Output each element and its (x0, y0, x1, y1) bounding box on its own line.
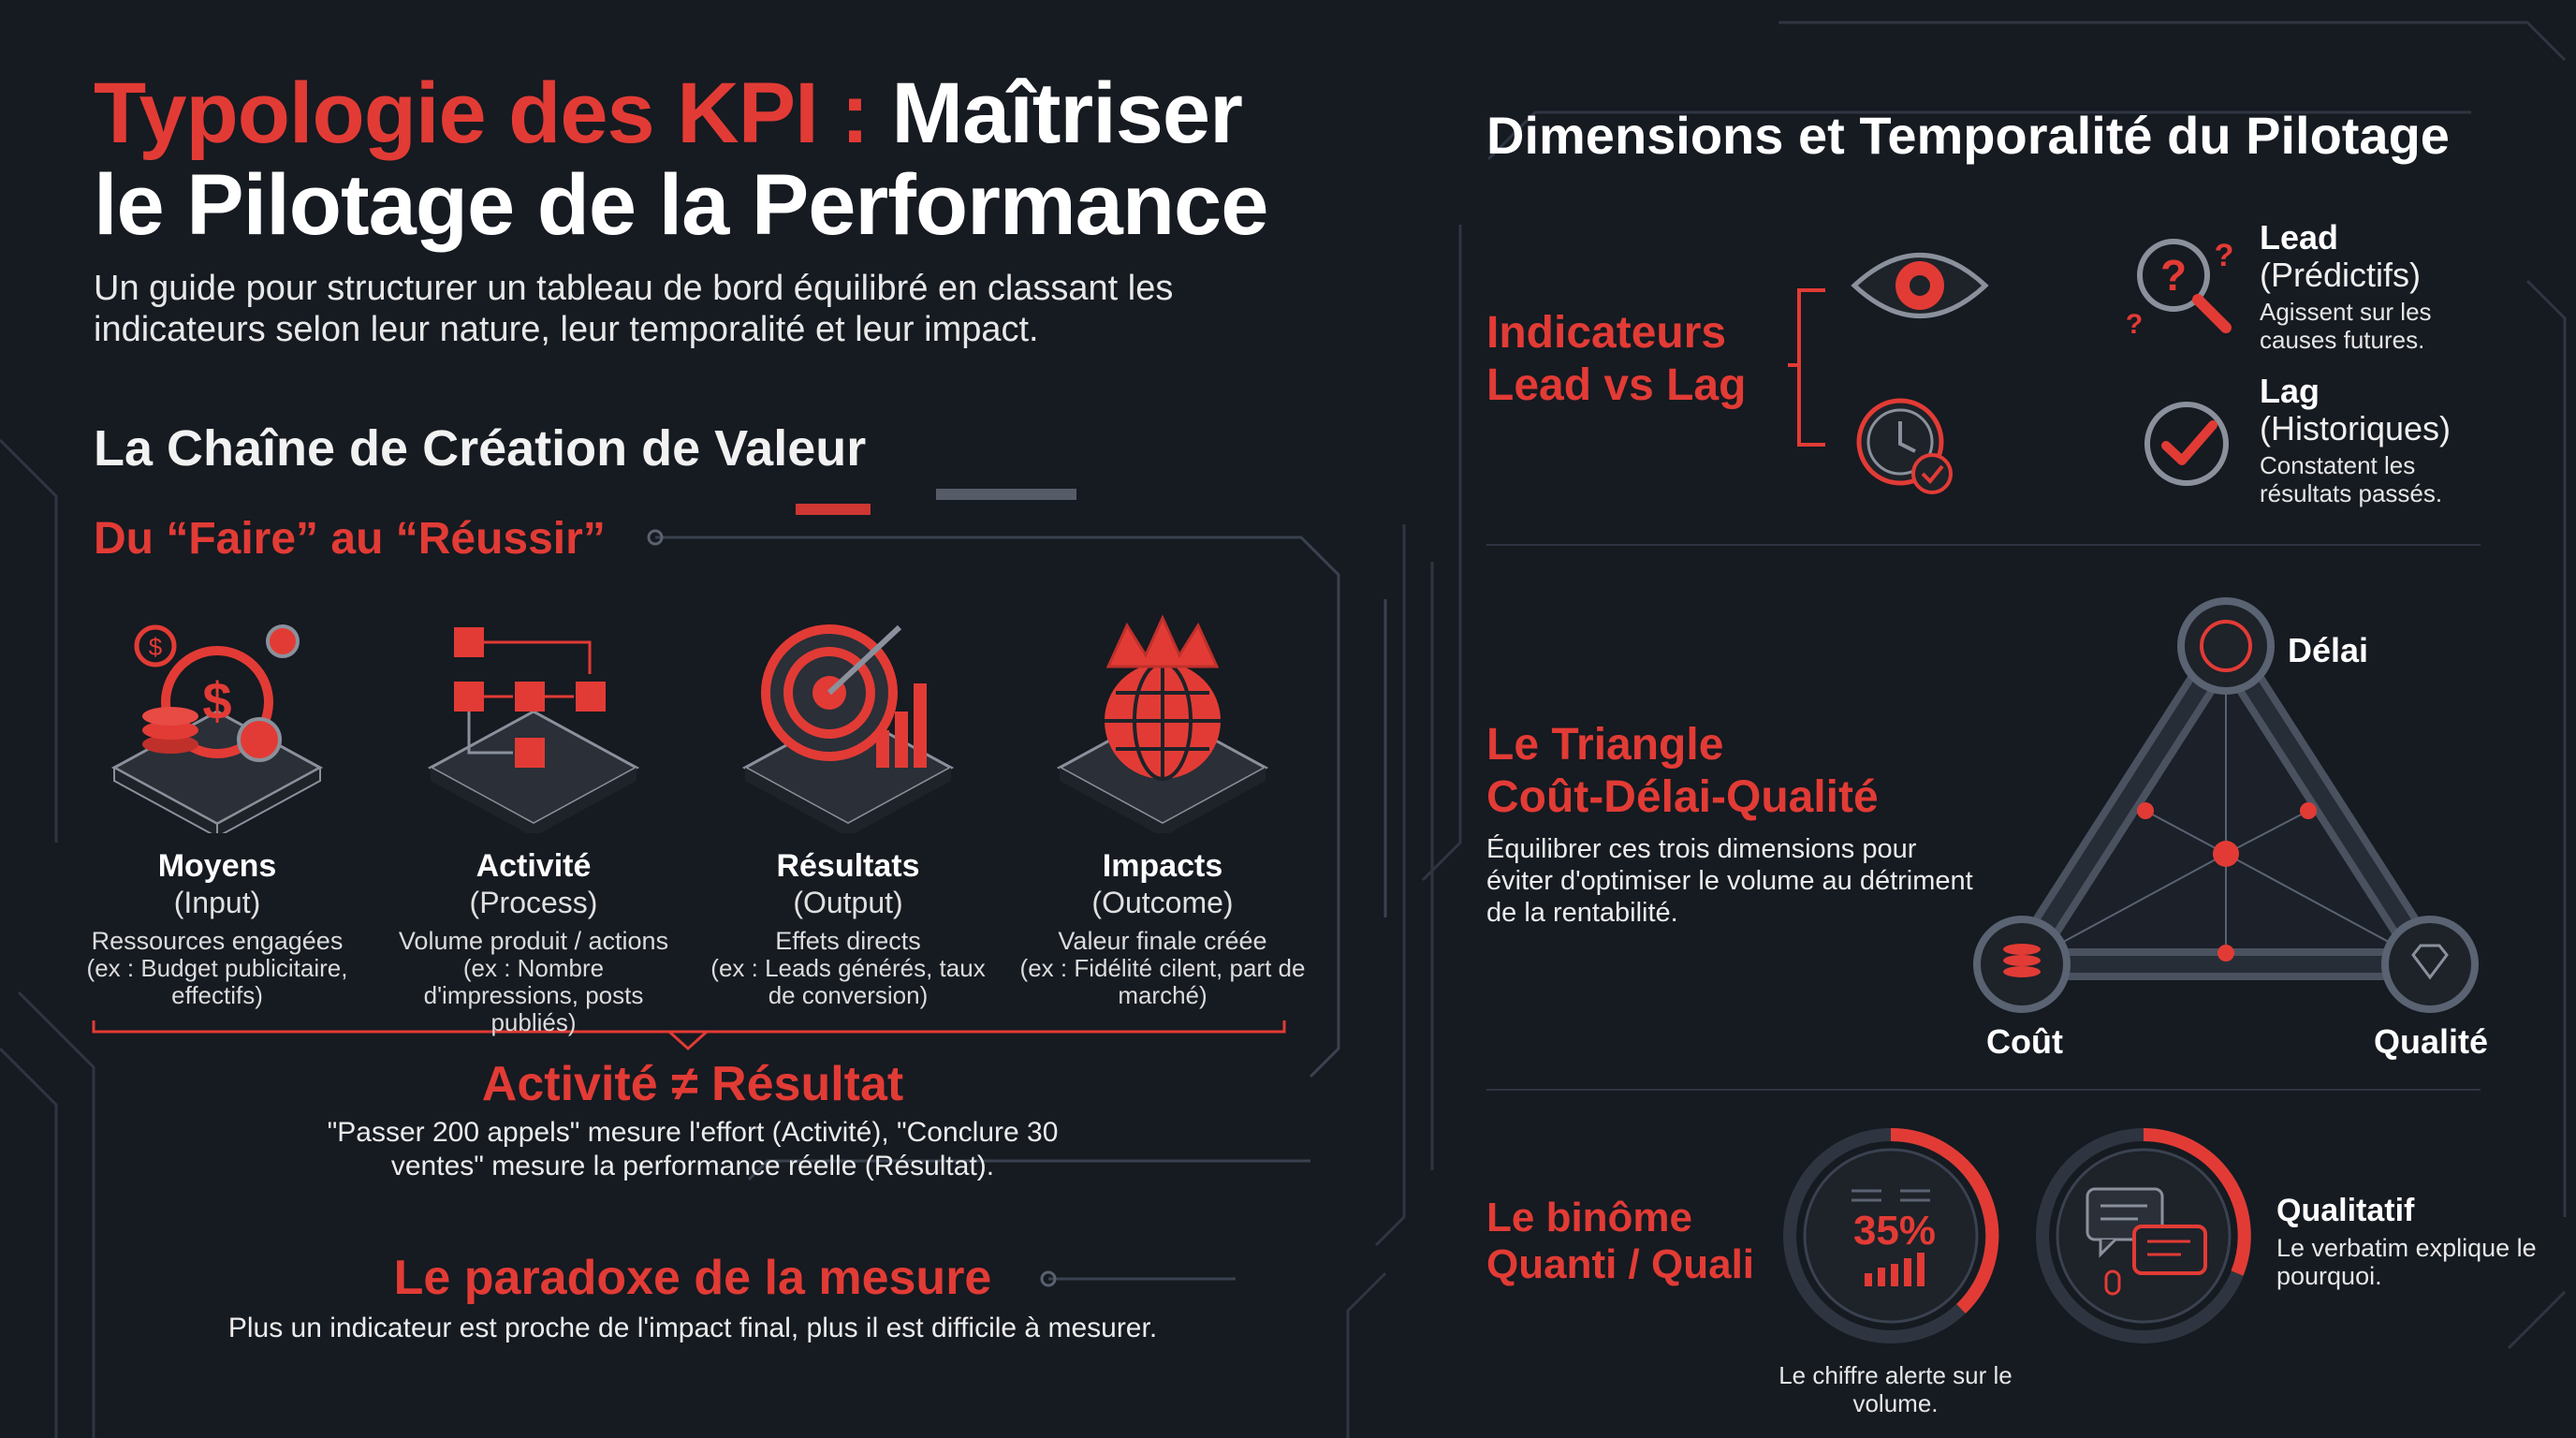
svg-text:?: ? (2215, 238, 2234, 273)
step-activite: Activité (Process) Volume produit / acti… (384, 847, 683, 1036)
triangle-title: Le Triangle Coût-Délai-Qualité (1486, 719, 1973, 824)
triangle-title-line-1: Le Triangle (1486, 720, 1724, 770)
lead-lag-bracket (1788, 288, 1825, 447)
activity-vs-result-title: Activité ≠ Résultat (481, 1057, 904, 1111)
triangle-desc: Équilibrer ces trois dimensions pour évi… (1486, 834, 1973, 928)
triangle-label-qualite: Qualité (2374, 1022, 2489, 1061)
quali-desc: Le verbatim explique le pourquoi. (2276, 1234, 2537, 1290)
step-example: (ex : Leads générés, taux de conversion) (710, 954, 986, 1009)
lead-desc: Agissent sur les causes futures. (2260, 298, 2432, 354)
lag-indicator: Lag (Historiques) Constatent les résulta… (2260, 372, 2540, 508)
step-moyens: Moyens (Input) Ressources engagées (ex :… (67, 847, 367, 1009)
activity-vs-result-desc: "Passer 200 appels" mesure l'effort (Act… (327, 1117, 1059, 1181)
lead-indicator: Lead (Prédictifs) Agissent sur les cause… (2260, 218, 2540, 355)
quanti-caption: Le chiffre alerte sur le volume. (1778, 1361, 2012, 1417)
step-name: Moyens (157, 848, 277, 884)
eye-icon (1851, 253, 1989, 318)
step-example: (ex : Fidélité cilent, part de marché) (1019, 954, 1306, 1009)
binome-title: Le binôme Quanti / Quali (1486, 1195, 1755, 1287)
paradox-desc: Plus un indicateur est proche de l'impac… (227, 1313, 1158, 1343)
svg-text:?: ? (2127, 309, 2143, 340)
svg-text:?: ? (2160, 251, 2187, 300)
lag-name: Lag (2260, 372, 2320, 410)
step-name: Impacts (1102, 848, 1223, 884)
paradox-title: Le paradoxe de la mesure (393, 1251, 992, 1305)
dimensions-title: Dimensions et Temporalité du Pilotage (1486, 106, 2450, 165)
chain-section-title: La Chaîne de Création de Valeur (94, 420, 867, 477)
step-resultats: Résultats (Output) Effets directs (ex : … (698, 847, 998, 1009)
triangle-label-delai: Délai (2288, 631, 2369, 669)
process-flow-icon (427, 627, 640, 833)
lead-type: (Prédictifs) (2260, 256, 2422, 294)
step-type: (Outcome) (1091, 886, 1234, 919)
step-type: (Process) (469, 886, 598, 919)
step-desc: Valeur finale créée (1058, 927, 1267, 955)
step-example: (ex : Budget publicitaire, effectifs) (86, 954, 348, 1009)
step-desc: Ressources engagées (91, 927, 344, 955)
lead-lag-title: Indicateurs Lead vs Lag (1486, 308, 1747, 410)
title-red-part: Typologie des KPI : (94, 66, 892, 161)
step-example: (ex : Nombre d'impressions, posts publié… (423, 954, 644, 1036)
checkmark-icon (2144, 402, 2229, 486)
magnifier-question-icon: ? ? ? (2127, 238, 2234, 340)
budget-gears-icon: $ $ (110, 624, 324, 833)
triangle-title-line-2: Coût-Délai-Qualité (1486, 772, 1879, 822)
quali-gauge (2036, 1128, 2251, 1343)
lead-name: Lead (2260, 218, 2339, 257)
step-desc: Effets directs (775, 927, 921, 955)
title-white-part-1: Maîtriser (891, 66, 1242, 161)
cost-time-quality-triangle (1973, 597, 2479, 1013)
step-type: (Output) (793, 886, 903, 919)
title-white-part-2: le Pilotage de la Performance (94, 157, 1268, 253)
chain-section-subtitle: Du “Faire” au “Réussir” (94, 514, 606, 564)
svg-text:$: $ (202, 671, 231, 730)
page-subtitle: Un guide pour structurer un tableau de b… (94, 269, 1174, 349)
step-desc: Volume produit / actions (398, 927, 669, 955)
lag-desc: Constatent les résultats passés. (2260, 451, 2443, 507)
quali-title: Qualitatif (2276, 1193, 2415, 1228)
lag-type: (Historiques) (2260, 409, 2452, 448)
quanti-gauge (1783, 1127, 1999, 1343)
step-impacts: Impacts (Outcome) Valeur finale créée (e… (1013, 847, 1312, 1009)
target-chart-icon (741, 624, 955, 833)
step-type: (Input) (173, 886, 261, 919)
quanti-percentage: 35% (1852, 1208, 1937, 1254)
crown-globe-icon (1056, 614, 1269, 833)
triangle-label-cout: Coût (1986, 1022, 2063, 1061)
step-name: Activité (476, 848, 592, 884)
svg-text:$: $ (149, 633, 163, 661)
page-title: Typologie des KPI : Maîtriser le Pilotag… (94, 67, 1423, 251)
clock-check-icon (1856, 398, 1953, 494)
step-name: Résultats (776, 848, 920, 884)
